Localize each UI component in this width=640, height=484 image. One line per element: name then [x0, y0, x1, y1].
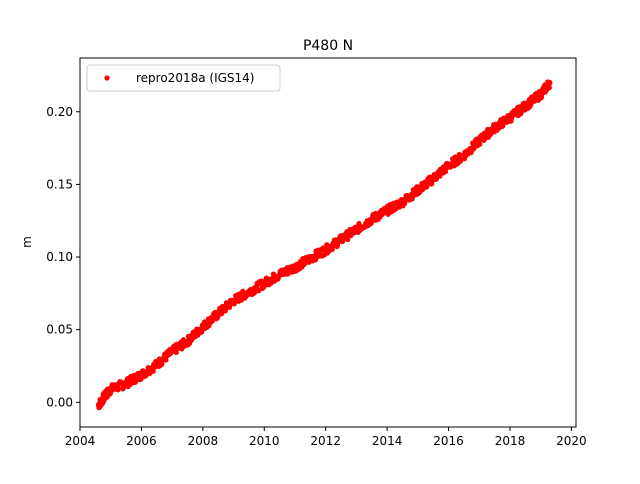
x-tick-label: 2016	[433, 434, 464, 448]
legend-box	[86, 64, 281, 92]
legend-label: repro2018a (IGS14)	[136, 71, 254, 85]
data-point	[150, 368, 156, 374]
data-point	[442, 169, 449, 175]
data-point	[547, 80, 553, 86]
legend-marker	[104, 75, 110, 81]
x-tick-label: 2008	[188, 434, 219, 448]
y-tick-label: 0.05	[46, 323, 73, 337]
data-point	[368, 220, 374, 226]
x-tick-label: 2018	[495, 434, 526, 448]
legend: repro2018a (IGS14)	[86, 64, 281, 92]
x-tick-label: 2014	[372, 434, 403, 448]
x-tick-label: 2012	[310, 434, 341, 448]
data-point	[477, 141, 483, 147]
chart-title: P480 N	[303, 38, 353, 54]
y-tick-label: 0.15	[46, 177, 73, 191]
data-point	[159, 361, 165, 367]
data-point	[500, 123, 506, 129]
data-points	[95, 79, 553, 411]
y-axis: 0.00 0.05 0.10 0.15 0.20	[46, 105, 80, 409]
x-tick-label: 2006	[126, 434, 157, 448]
x-tick-label: 2010	[249, 434, 280, 448]
x-tick-label: 2020	[556, 434, 587, 448]
data-point	[173, 349, 179, 356]
data-point	[270, 271, 277, 277]
y-tick-label: 0.20	[46, 105, 73, 119]
data-point	[115, 385, 121, 391]
data-point	[329, 246, 335, 253]
y-tick-label: 0.10	[46, 250, 73, 264]
y-tick-label: 0.00	[46, 395, 73, 409]
x-axis: 2004 2006 2008 2010 2012 2014 2016 2018 2020	[65, 427, 587, 448]
plot-frame	[79, 57, 577, 428]
y-axis-label: m	[20, 236, 34, 248]
x-tick-label: 2004	[65, 434, 96, 448]
data-point	[163, 357, 169, 363]
data-point	[546, 85, 552, 91]
